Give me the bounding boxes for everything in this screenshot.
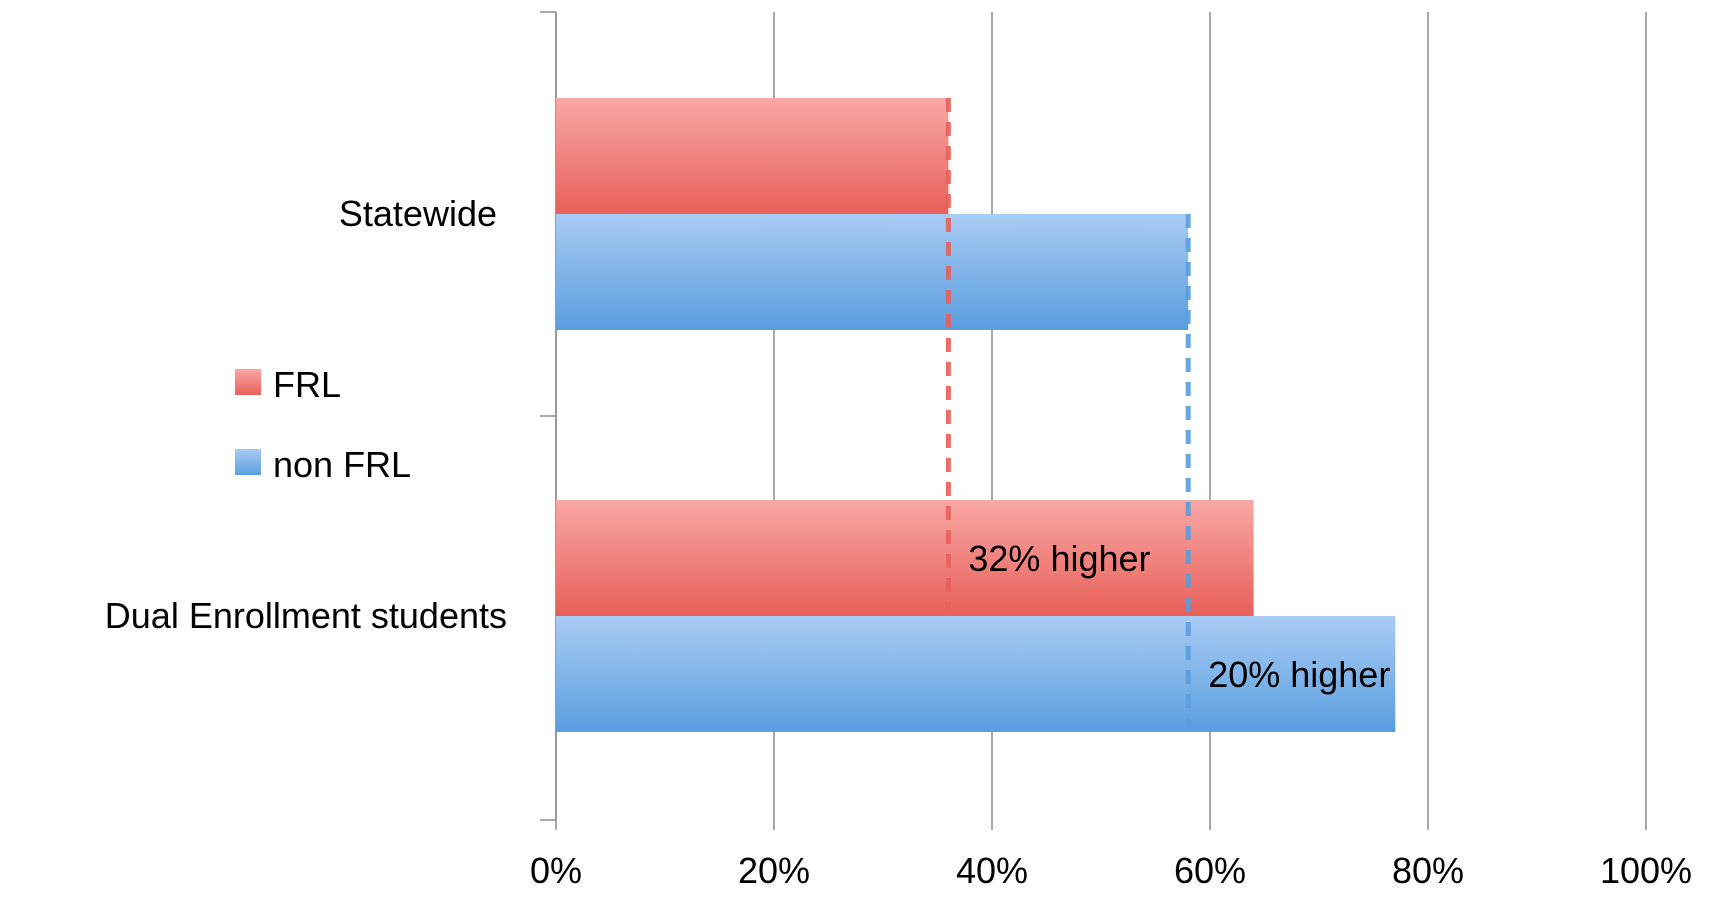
- x-tick-label: 100%: [1600, 850, 1692, 891]
- bar-frl: [556, 500, 1254, 616]
- category-label: Statewide: [339, 193, 497, 234]
- x-tick-label: 20%: [738, 850, 810, 891]
- legend-swatch: [235, 369, 261, 395]
- legend: FRL non FRL: [235, 364, 411, 485]
- x-tick-label: 0%: [530, 850, 582, 891]
- annotation-label: 32% higher: [968, 538, 1150, 579]
- bar-non-frl: [556, 214, 1189, 330]
- x-tick-label: 40%: [956, 850, 1028, 891]
- bar-non-frl: [556, 616, 1396, 732]
- legend-swatch: [235, 449, 261, 475]
- annotation-label: 20% higher: [1208, 654, 1390, 695]
- legend-label: non FRL: [273, 444, 411, 485]
- legend-label: FRL: [273, 364, 341, 405]
- x-tick-label: 60%: [1174, 850, 1246, 891]
- labels: 0% 20% 40% 60% 80% 100% Statewide Dual Enrollme…: [105, 193, 1692, 891]
- x-tick-label: 80%: [1392, 850, 1464, 891]
- y-axis: [540, 11, 557, 821]
- bar-frl: [556, 98, 949, 214]
- bars: [556, 98, 1396, 732]
- category-label: Dual Enrollment students: [105, 595, 507, 636]
